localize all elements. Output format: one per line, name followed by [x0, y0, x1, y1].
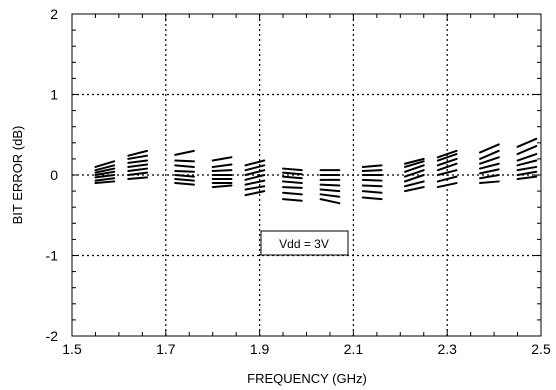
bit-error-segment	[244, 179, 266, 186]
bit-error-segment	[282, 167, 303, 172]
bit-error-segment	[244, 185, 266, 191]
bit-error-segment	[244, 159, 266, 167]
bit-error-segment	[282, 171, 303, 176]
bit-error-segment	[479, 149, 500, 160]
y-tick-label: -1	[46, 248, 59, 264]
bit-error-segment	[516, 145, 538, 156]
bit-error-segment	[319, 193, 341, 198]
ticks-layer: 1.5 1.7 1.9 2.1 2.3 2.5 2 1 0 -1 -2	[46, 6, 551, 357]
bit-error-segment	[403, 180, 425, 188]
x-axis-label: FREQUENCY (GHz)	[247, 371, 367, 386]
bit-error-segment	[244, 174, 266, 181]
bit-error-segment	[361, 196, 383, 201]
bit-error-segment	[127, 163, 149, 168]
annotation-text: Vdd = 3V	[279, 237, 329, 251]
bit-error-segment	[282, 175, 303, 180]
marks-layer	[94, 137, 538, 205]
bit-error-segment	[361, 190, 383, 194]
bit-error-segment	[127, 159, 149, 164]
bit-error-segment	[361, 164, 383, 168]
y-axis-label: BIT ERROR (dB)	[10, 126, 25, 225]
bit-error-segment	[211, 163, 233, 168]
bit-error-segment	[174, 149, 195, 156]
bit-error-segment	[403, 157, 425, 165]
bit-error-segment	[479, 143, 500, 154]
bit-error-segment	[94, 164, 116, 172]
bit-error-segment	[282, 198, 303, 202]
bit-error-segment	[94, 167, 116, 174]
bit-error-segment	[174, 174, 195, 178]
annotation-box: Vdd = 3V	[260, 230, 349, 256]
bit-error-segment	[174, 164, 195, 168]
bit-error-segment	[244, 190, 266, 197]
bit-error-segment	[127, 154, 149, 160]
bit-error-segment	[211, 169, 233, 172]
bit-error-segment	[127, 171, 149, 176]
bit-error-segment	[282, 186, 303, 189]
bit-error-segment	[211, 156, 233, 162]
bit-error-segment	[403, 160, 425, 168]
grid-layer	[72, 14, 541, 336]
y-tick-label: 1	[50, 87, 58, 103]
bit-error-segment	[282, 180, 303, 185]
bit-error-segment	[94, 174, 116, 179]
bit-error-segment	[479, 156, 500, 165]
bit-error-segment	[361, 178, 383, 182]
bit-error-segment	[479, 168, 500, 175]
bit-error-segment	[361, 184, 383, 188]
bit-error-segment	[516, 175, 538, 181]
bit-error-segment	[403, 169, 425, 178]
y-tick-label: 0	[50, 167, 58, 183]
y-tick-label: 2	[50, 6, 58, 22]
bit-error-segment	[361, 169, 383, 172]
bit-error-segment	[174, 159, 195, 163]
bit-error-segment	[516, 159, 538, 167]
bit-error-segment	[211, 184, 233, 189]
x-tick-label: 2.5	[531, 341, 551, 357]
bit-error-segment	[479, 180, 500, 185]
x-tick-label: 2.3	[437, 341, 457, 357]
bit-error-segment	[436, 153, 458, 162]
bit-error-segment	[282, 191, 303, 196]
bit-error-segment	[436, 182, 458, 189]
bit-error-segment	[403, 164, 425, 173]
bit-error-segment	[319, 188, 341, 193]
bit-error-segment	[127, 167, 149, 172]
bit-error-segment	[174, 169, 195, 173]
annotation-frame	[260, 230, 349, 256]
bit-error-segment	[516, 170, 538, 176]
bit-error-segment	[319, 183, 341, 187]
bit-error-segment	[479, 174, 500, 180]
bit-error-segment	[174, 178, 195, 182]
bit-error-segment	[436, 175, 458, 183]
bit-error-segment	[94, 170, 116, 176]
bit-error-segment	[436, 169, 458, 176]
bit-error-segment	[127, 176, 149, 181]
y-tick-label: -2	[46, 328, 59, 344]
bit-error-segment	[436, 149, 458, 159]
bit-error-segment	[319, 198, 341, 205]
bit-error-segment	[479, 162, 500, 170]
bit-error-segment	[94, 160, 116, 168]
bit-error-segment	[94, 177, 116, 182]
x-tick-label: 2.1	[344, 341, 364, 357]
bit-error-segment	[244, 164, 266, 172]
x-tick-label: 1.5	[62, 341, 82, 357]
x-tick-label: 1.9	[250, 341, 270, 357]
bit-error-segment	[516, 165, 538, 172]
bit-error-segment	[516, 137, 538, 148]
bit-error-segment	[127, 149, 149, 157]
bit-error-segment	[403, 174, 425, 183]
bit-error-segment	[94, 180, 116, 185]
bit-error-segment	[174, 182, 195, 186]
bit-error-segment	[436, 162, 458, 172]
bit-error-segment	[436, 157, 458, 167]
x-tick-label: 1.7	[156, 341, 176, 357]
bit-error-segment	[403, 186, 425, 193]
bit-error-segment	[244, 169, 266, 176]
bit-error-segment	[516, 153, 538, 162]
